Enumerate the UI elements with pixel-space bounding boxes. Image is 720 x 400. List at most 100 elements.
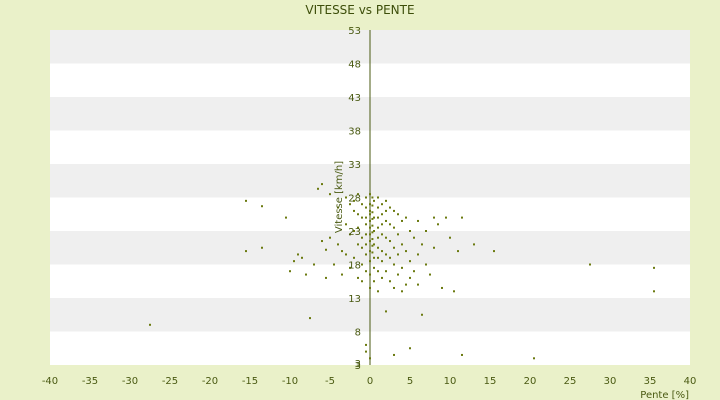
data-point <box>457 250 459 253</box>
data-point <box>393 246 395 249</box>
data-point <box>341 273 343 276</box>
data-point <box>313 263 315 266</box>
data-point <box>357 213 359 216</box>
data-point <box>409 230 411 232</box>
y-tick-label: 23 <box>348 227 361 238</box>
data-point <box>325 248 327 251</box>
data-point <box>321 183 323 186</box>
data-point <box>329 236 331 239</box>
y-tick-label: 38 <box>348 127 361 138</box>
data-point <box>371 224 374 227</box>
data-point <box>461 353 463 356</box>
data-point <box>381 276 383 279</box>
data-point <box>365 206 367 209</box>
data-point <box>389 206 391 209</box>
y-tick-label: 43 <box>348 93 361 104</box>
data-point <box>433 216 435 219</box>
data-point <box>421 243 423 246</box>
data-point <box>369 219 371 222</box>
data-point <box>369 240 371 243</box>
data-point <box>433 246 435 249</box>
data-point <box>421 313 423 316</box>
data-point <box>373 280 375 283</box>
data-point <box>401 243 403 246</box>
data-point <box>345 223 347 226</box>
data-point <box>385 236 387 239</box>
x-tick-label: 40 <box>684 376 697 387</box>
x-tick-label: -10 <box>282 376 298 387</box>
y-axis-title: Vitesse [km/h] <box>334 161 345 233</box>
data-point <box>361 216 363 219</box>
data-point <box>371 244 374 247</box>
data-point <box>261 205 263 208</box>
data-point <box>261 246 263 249</box>
data-point <box>365 233 367 236</box>
data-point <box>397 233 399 236</box>
data-point <box>377 236 379 239</box>
data-point <box>337 243 339 246</box>
data-point <box>393 286 395 289</box>
data-point <box>381 233 383 236</box>
data-point <box>369 273 371 276</box>
data-point <box>393 353 395 356</box>
data-point <box>393 226 395 229</box>
x-tick-label: -40 <box>42 376 58 387</box>
data-point <box>321 240 323 243</box>
x-axis-title: Pente [%] <box>640 390 689 400</box>
data-point <box>369 250 371 253</box>
data-point <box>361 203 363 206</box>
x-tick-label: 20 <box>524 376 537 387</box>
data-point <box>533 357 535 360</box>
data-point <box>353 256 355 259</box>
data-point <box>429 273 431 276</box>
data-point <box>405 216 407 219</box>
x-tick-label: 30 <box>604 376 617 387</box>
data-point <box>493 250 495 253</box>
data-point <box>361 263 363 266</box>
data-point <box>369 213 371 216</box>
data-point <box>385 310 387 313</box>
data-point <box>341 250 343 253</box>
data-point <box>349 203 351 206</box>
data-point <box>461 216 463 219</box>
data-point <box>389 223 391 226</box>
data-point <box>305 273 307 276</box>
data-point <box>425 263 427 266</box>
data-point <box>473 243 475 246</box>
y-tick-label: 8 <box>355 328 361 339</box>
data-point <box>401 266 403 269</box>
data-point <box>389 256 391 259</box>
data-point <box>397 253 399 256</box>
data-point <box>413 236 415 239</box>
y-tick-label: 3 <box>355 361 361 372</box>
data-point <box>385 253 387 256</box>
data-point <box>365 196 367 199</box>
data-point <box>365 270 367 273</box>
y-tick-label: 3 <box>355 359 361 370</box>
data-point <box>417 283 419 286</box>
data-point <box>417 253 419 256</box>
data-point <box>377 196 379 199</box>
data-point <box>409 347 411 350</box>
x-tick-label: -25 <box>162 376 178 387</box>
data-point <box>369 286 371 289</box>
data-point <box>361 246 363 249</box>
x-tick-label: 25 <box>564 376 577 387</box>
data-point <box>297 253 299 256</box>
data-point <box>405 283 407 286</box>
data-point <box>393 209 395 212</box>
chart-title: VITESSE vs PENTE <box>305 3 415 17</box>
data-point <box>373 199 375 202</box>
data-points <box>149 183 655 360</box>
data-point <box>365 223 367 226</box>
data-point <box>393 263 395 266</box>
data-point <box>589 263 591 266</box>
data-point <box>445 216 447 219</box>
data-point <box>337 206 339 209</box>
data-point <box>381 213 383 216</box>
data-point <box>357 276 359 279</box>
data-point <box>397 273 399 276</box>
data-point <box>361 236 363 239</box>
y-tick-label: 48 <box>348 60 361 71</box>
